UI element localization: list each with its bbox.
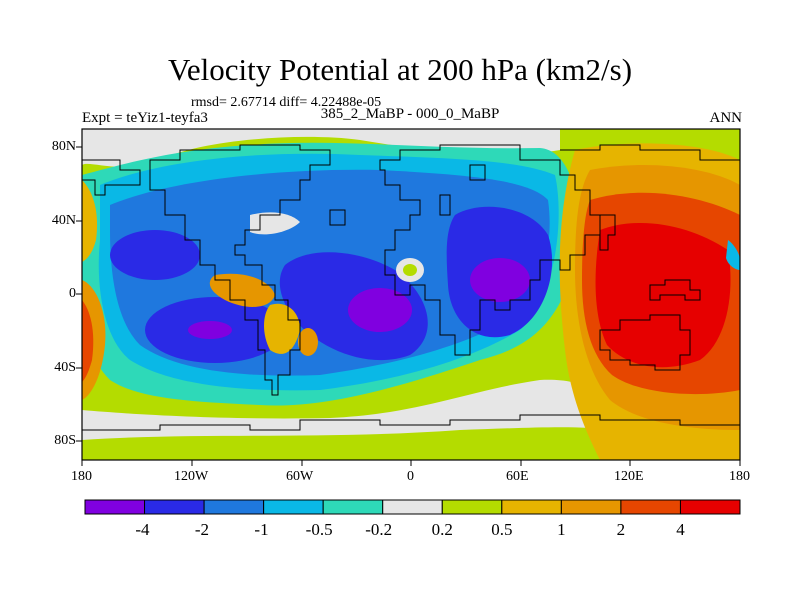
x-tick-label: 0 [407, 469, 414, 484]
colorbar-swatch [501, 499, 562, 515]
case-subtitle: 385_2_MaBP - 000_0_MaBP [320, 106, 500, 122]
colorbar-swatch [620, 499, 681, 515]
colorbar-label: -4 [135, 520, 150, 539]
x-tick-label: 60W [286, 469, 314, 484]
y-tick-label: 40N [51, 213, 76, 228]
colorbar-swatch [441, 499, 503, 515]
colorbar-label: 0.5 [491, 520, 513, 539]
experiment-label: Expt = teYiz1-teyfa3 [82, 110, 208, 126]
x-tick-label: 120W [174, 469, 209, 484]
y-tick-label: 80N [51, 139, 76, 154]
colorbar-label: -0.2 [365, 520, 393, 539]
colorbar-label: 4 [676, 520, 685, 539]
contour-fill [82, 129, 740, 460]
colorbar-label: 2 [616, 520, 626, 539]
tick-marks [76, 146, 741, 466]
colorbar [84, 499, 741, 515]
colorbar-label: -2 [194, 520, 210, 539]
colorbar-swatch [263, 499, 324, 515]
x-tick-label: 180 [71, 469, 92, 484]
colorbar-swatch [560, 499, 622, 515]
x-tick-label: 120E [614, 469, 644, 484]
rmsd-diff-stats: rmsd= 2.67714 diff= 4.22488e-05 [191, 95, 382, 110]
y-tick-label: 80S [54, 433, 76, 448]
colorbar-swatch [144, 499, 205, 515]
y-tick-label: 0 [69, 286, 76, 301]
colorbar-swatch [382, 499, 443, 515]
colorbar-swatch [84, 499, 146, 515]
colorbar-label: 0.2 [431, 520, 453, 539]
colorbar-label: -1 [254, 520, 269, 539]
chart-title: Velocity Potential at 200 hPa (km2/s) [167, 52, 633, 87]
season-label: ANN [709, 110, 743, 126]
y-tick-label: 40S [54, 360, 76, 375]
x-tick-label: 60E [506, 469, 529, 484]
colorbar-label: -0.5 [305, 520, 333, 539]
colorbar-swatch [322, 499, 384, 515]
colorbar-label: 1 [557, 520, 566, 539]
colorbar-swatch [679, 499, 741, 515]
colorbar-swatch [203, 499, 265, 515]
x-tick-label: 180 [729, 469, 750, 484]
coastlines [82, 144, 740, 431]
